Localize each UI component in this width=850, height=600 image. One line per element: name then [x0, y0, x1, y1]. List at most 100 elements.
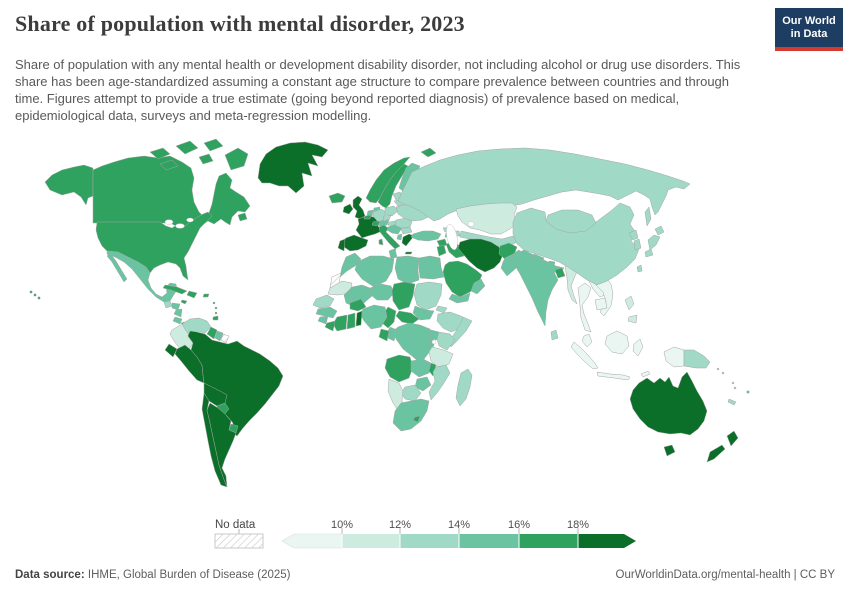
country-senegal[interactable]: [312, 294, 335, 309]
country-south-africa[interactable]: [392, 398, 430, 432]
country-mindanao[interactable]: [627, 314, 638, 324]
country-liberia[interactable]: [324, 320, 336, 332]
country-borneo[interactable]: [604, 330, 630, 355]
country-nicaragua[interactable]: [173, 308, 183, 318]
country-switzerland[interactable]: [371, 220, 380, 227]
country-luzon[interactable]: [624, 295, 635, 311]
country-bangladesh[interactable]: [554, 267, 566, 279]
country-brazil[interactable]: [187, 330, 284, 437]
country-zambia[interactable]: [410, 358, 432, 378]
country-kyushu[interactable]: [644, 248, 654, 258]
country-guatemala[interactable]: [163, 300, 173, 309]
country-ecuador[interactable]: [164, 343, 178, 358]
legend-no-data-swatch[interactable]: [214, 533, 264, 549]
country-argentina[interactable]: [206, 402, 237, 488]
country-burkina-faso[interactable]: [349, 298, 367, 312]
country-south-sudan[interactable]: [412, 305, 435, 321]
country-canada-arctic-3[interactable]: [203, 138, 224, 152]
owid-link[interactable]: OurWorldinData.org/mental-health | CC BY: [615, 569, 835, 581]
country-portugal[interactable]: [337, 238, 346, 252]
country-malawi[interactable]: [428, 362, 437, 377]
country-puerto-rico[interactable]: [202, 293, 210, 298]
country-benin[interactable]: [355, 310, 363, 327]
country-tasmania[interactable]: [663, 444, 676, 457]
country-timor[interactable]: [640, 370, 651, 378]
country-iceland[interactable]: [328, 192, 346, 204]
country-vanuatu[interactable]: [731, 381, 735, 385]
country-guyana[interactable]: [206, 326, 218, 340]
country-jamaica[interactable]: [180, 299, 188, 305]
country-bhutan[interactable]: [547, 260, 556, 267]
country-hokkaido[interactable]: [654, 225, 665, 236]
country-french-guiana[interactable]: [220, 333, 230, 344]
legend-bin-10-12[interactable]: [342, 534, 400, 548]
country-hispaniola[interactable]: [186, 290, 198, 299]
country-kazakhstan[interactable]: [455, 202, 518, 235]
country-papua-new-guinea[interactable]: [683, 349, 711, 369]
country-czechia[interactable]: [382, 214, 392, 221]
country-suriname[interactable]: [214, 330, 224, 342]
country-ghana[interactable]: [346, 312, 356, 330]
country-svalbard[interactable]: [420, 147, 437, 158]
country-united-states[interactable]: [95, 211, 213, 281]
country-sumatra[interactable]: [570, 341, 599, 370]
country-madagascar[interactable]: [455, 368, 473, 407]
country-sakhalin[interactable]: [644, 206, 652, 227]
country-turkey[interactable]: [410, 230, 442, 242]
country-lesotho[interactable]: [412, 415, 421, 423]
country-united-kingdom[interactable]: [352, 195, 366, 220]
country-cambodia[interactable]: [594, 297, 608, 311]
country-israel-jordan[interactable]: [436, 244, 447, 257]
country-italy[interactable]: [378, 224, 401, 250]
country-java[interactable]: [596, 371, 631, 381]
country-oman[interactable]: [470, 278, 486, 295]
country-eritrea[interactable]: [435, 305, 448, 314]
country-alaska[interactable]: [44, 164, 94, 206]
country-libya[interactable]: [394, 255, 420, 285]
country-yemen[interactable]: [448, 292, 471, 304]
country-iran[interactable]: [457, 238, 504, 273]
country-honduras[interactable]: [171, 302, 181, 311]
country-honshu[interactable]: [647, 234, 661, 251]
country-south-korea[interactable]: [633, 238, 642, 251]
country-canada-arctic-4[interactable]: [159, 159, 179, 171]
country-trinidad[interactable]: [212, 315, 219, 321]
country-mongolia[interactable]: [545, 209, 597, 234]
country-sierra-leone[interactable]: [317, 315, 329, 325]
country-bulgaria[interactable]: [400, 226, 413, 235]
lesser-antilles-island[interactable]: [212, 301, 216, 305]
country-sweden[interactable]: [377, 163, 409, 209]
hawaii-island[interactable]: [37, 296, 41, 300]
legend-bin-14-16[interactable]: [459, 534, 519, 548]
country-guinea[interactable]: [315, 306, 338, 319]
country-mexico-baja[interactable]: [106, 252, 128, 283]
country-newfoundland[interactable]: [237, 212, 248, 222]
owid-logo[interactable]: Our World in Data: [775, 8, 843, 51]
country-austria[interactable]: [378, 219, 390, 227]
country-costa-rica[interactable]: [172, 316, 183, 325]
country-solomon-islands[interactable]: [721, 371, 725, 375]
country-ireland[interactable]: [342, 203, 354, 215]
country-egypt[interactable]: [418, 255, 445, 280]
legend-bin-12-14[interactable]: [400, 534, 459, 548]
legend-bin-16-18[interactable]: [519, 534, 578, 548]
country-gabon[interactable]: [378, 328, 390, 342]
country-algeria[interactable]: [354, 255, 395, 288]
lesser-antilles-island[interactable]: [214, 311, 218, 315]
country-tunisia[interactable]: [388, 248, 398, 260]
country-thailand[interactable]: [577, 282, 592, 333]
country-poland[interactable]: [384, 205, 399, 217]
country-niger[interactable]: [369, 283, 395, 301]
lesser-antilles-island[interactable]: [214, 306, 218, 310]
country-australia[interactable]: [629, 371, 708, 436]
country-mexico[interactable]: [106, 250, 178, 303]
country-germany[interactable]: [372, 208, 387, 223]
country-fiji[interactable]: [746, 390, 750, 394]
country-new-zealand-north[interactable]: [726, 430, 739, 447]
country-congo[interactable]: [385, 326, 398, 342]
country-canada-arctic-1[interactable]: [149, 147, 171, 160]
country-morocco[interactable]: [339, 252, 362, 278]
country-russia[interactable]: [397, 147, 691, 222]
legend-bin-lt10[interactable]: [281, 533, 343, 549]
country-india[interactable]: [509, 249, 565, 327]
